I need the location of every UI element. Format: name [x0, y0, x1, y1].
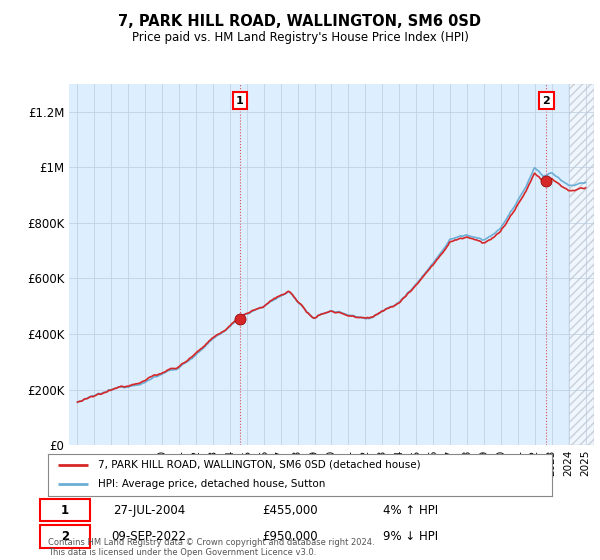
Text: HPI: Average price, detached house, Sutton: HPI: Average price, detached house, Sutt… [98, 479, 326, 489]
Text: 1: 1 [236, 96, 244, 106]
Text: £455,000: £455,000 [262, 503, 318, 517]
Text: 2: 2 [542, 96, 550, 106]
Text: 27-JUL-2004: 27-JUL-2004 [113, 503, 185, 517]
Text: 7, PARK HILL ROAD, WALLINGTON, SM6 0SD: 7, PARK HILL ROAD, WALLINGTON, SM6 0SD [119, 14, 482, 29]
Text: £950,000: £950,000 [262, 530, 318, 543]
FancyBboxPatch shape [40, 525, 90, 548]
Text: 2: 2 [61, 530, 69, 543]
Text: Contains HM Land Registry data © Crown copyright and database right 2024.
This d: Contains HM Land Registry data © Crown c… [48, 538, 374, 557]
Text: 1: 1 [61, 503, 69, 517]
Text: 7, PARK HILL ROAD, WALLINGTON, SM6 0SD (detached house): 7, PARK HILL ROAD, WALLINGTON, SM6 0SD (… [98, 460, 421, 470]
Text: 4% ↑ HPI: 4% ↑ HPI [383, 503, 439, 517]
FancyBboxPatch shape [40, 499, 90, 521]
Text: 09-SEP-2022: 09-SEP-2022 [112, 530, 187, 543]
Text: Price paid vs. HM Land Registry's House Price Index (HPI): Price paid vs. HM Land Registry's House … [131, 31, 469, 44]
Text: 9% ↓ HPI: 9% ↓ HPI [383, 530, 439, 543]
